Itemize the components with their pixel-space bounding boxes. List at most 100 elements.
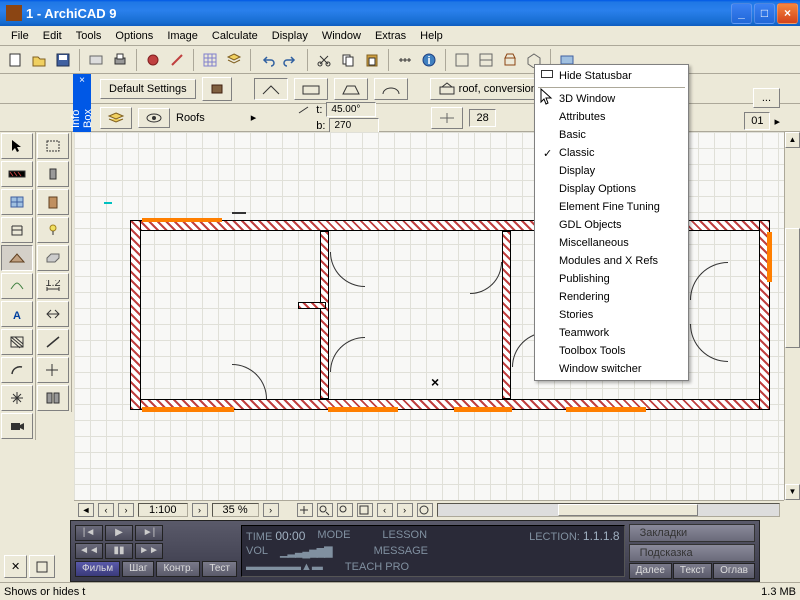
ctx-basic[interactable]: Basic [537, 126, 686, 144]
window-tool[interactable] [1, 189, 33, 215]
hotspot-tool[interactable] [1, 385, 33, 411]
tool2-icon[interactable] [166, 49, 188, 71]
wall-int-2[interactable] [502, 231, 511, 399]
zoom-tool-2[interactable] [317, 503, 333, 517]
scale-ratio[interactable]: 1:100 [138, 503, 188, 517]
zoom-tool-5[interactable]: ‹ [377, 503, 393, 517]
mesh-tool[interactable] [1, 273, 33, 299]
cut-icon[interactable] [313, 49, 335, 71]
menu-calculate[interactable]: Calculate [205, 28, 265, 44]
ctx-attributes[interactable]: Attributes [537, 108, 686, 126]
column-tool[interactable] [37, 161, 69, 187]
ctx-stories[interactable]: Stories [537, 306, 686, 324]
media-oglav[interactable]: Оглав [713, 563, 755, 579]
menu-tools[interactable]: Tools [69, 28, 109, 44]
media-hint[interactable]: Подсказка [629, 544, 755, 562]
scroll-down[interactable]: ▼ [785, 484, 800, 500]
arc-tool[interactable] [1, 357, 33, 383]
media-step[interactable]: Шаг [122, 561, 154, 577]
undo-icon[interactable] [256, 49, 278, 71]
print-icon[interactable] [109, 49, 131, 71]
lamp-tool[interactable] [37, 217, 69, 243]
paste-icon[interactable] [361, 49, 383, 71]
zoom-tool-7[interactable] [417, 503, 433, 517]
ctx-modules-and-x-refs[interactable]: Modules and X Refs [537, 252, 686, 270]
marquee-tool[interactable] [37, 133, 69, 159]
roof-geo-4[interactable] [374, 78, 408, 100]
floor-icon[interactable] [431, 107, 463, 129]
zoom-tool-1[interactable] [297, 503, 313, 517]
fill-tool[interactable] [1, 329, 33, 355]
media-dalee[interactable]: Далее [629, 563, 672, 579]
ctx-hide-statusbar[interactable]: Hide Statusbar [537, 67, 686, 85]
nav-s2[interactable]: › [263, 503, 279, 517]
copy-icon[interactable] [337, 49, 359, 71]
ctx-rendering[interactable]: Rendering [537, 288, 686, 306]
view2-icon[interactable] [475, 49, 497, 71]
info-box-close[interactable]: × [73, 74, 91, 88]
zoom-level[interactable]: 35 % [212, 503, 259, 517]
maximize-button[interactable]: □ [754, 3, 775, 24]
arrow-tool[interactable] [1, 133, 33, 159]
view3-icon[interactable] [499, 49, 521, 71]
menu-help[interactable]: Help [413, 28, 450, 44]
wall-int-1[interactable] [320, 231, 329, 399]
info-icon[interactable]: i [418, 49, 440, 71]
ctx-publishing[interactable]: Publishing [537, 270, 686, 288]
ctx-3d-window[interactable]: 3D Window [537, 90, 686, 108]
measure-icon[interactable] [394, 49, 416, 71]
handle-1[interactable] [104, 202, 112, 204]
object-tool[interactable] [1, 217, 33, 243]
settings-icon-1[interactable] [202, 77, 232, 101]
media-bookmarks[interactable]: Закладки [629, 524, 755, 542]
ctx-teamwork[interactable]: Teamwork [537, 324, 686, 342]
zoom-tool-3[interactable] [337, 503, 353, 517]
ctx-gdl-objects[interactable]: GDL Objects [537, 216, 686, 234]
zoom-tool-6[interactable]: › [397, 503, 413, 517]
layer-icon[interactable] [223, 49, 245, 71]
ctx-window-switcher[interactable]: Window switcher [537, 360, 686, 378]
nav-prev[interactable]: ‹ [98, 503, 114, 517]
bl-btn-1[interactable]: ✕ [4, 555, 27, 578]
alpha-value[interactable]: 45.00° [326, 102, 376, 117]
menu-edit[interactable]: Edit [36, 28, 69, 44]
ctx-element-fine-tuning[interactable]: Element Fine Tuning [537, 198, 686, 216]
n01-field[interactable]: 01 [744, 112, 770, 130]
wall-left[interactable] [130, 220, 141, 410]
menu-display[interactable]: Display [265, 28, 315, 44]
media-test[interactable]: Тест [202, 561, 237, 577]
zoom-tool-4[interactable] [357, 503, 373, 517]
view1-icon[interactable] [451, 49, 473, 71]
ctx-display-options[interactable]: Display Options [537, 180, 686, 198]
text-tool[interactable]: A [1, 301, 33, 327]
eye-icon-btn[interactable] [138, 108, 170, 128]
dots-button[interactable]: ... [753, 88, 780, 108]
media-ff[interactable]: ►| [135, 525, 163, 541]
minimize-button[interactable]: _ [731, 3, 752, 24]
media-pause[interactable]: ▮▮ [105, 543, 133, 559]
n28-field[interactable]: 28 [469, 109, 495, 127]
roof-tool[interactable] [1, 245, 33, 271]
grid-icon[interactable] [199, 49, 221, 71]
scroll-up[interactable]: ▲ [785, 132, 800, 148]
close-button[interactable]: × [777, 3, 798, 24]
ctx-display[interactable]: Display [537, 162, 686, 180]
menu-extras[interactable]: Extras [368, 28, 413, 44]
menu-image[interactable]: Image [160, 28, 205, 44]
tool1-icon[interactable] [142, 49, 164, 71]
nav-next[interactable]: › [118, 503, 134, 517]
spline-tool[interactable] [37, 357, 69, 383]
media-prev[interactable]: ◄◄ [75, 543, 103, 559]
handle-2[interactable] [232, 212, 246, 214]
vertical-scrollbar[interactable]: ▲ ▼ [784, 132, 800, 500]
bl-btn-2[interactable] [29, 555, 55, 578]
ctx-classic[interactable]: Classic [537, 144, 686, 162]
plot-icon[interactable] [85, 49, 107, 71]
roof-geo-3[interactable] [334, 78, 368, 100]
ctx-toolbox-tools[interactable]: Toolbox Tools [537, 342, 686, 360]
media-next[interactable]: ►► [135, 543, 163, 559]
door-tool[interactable] [37, 189, 69, 215]
roof-geo-2[interactable] [294, 78, 328, 100]
roof-conversion-dropdown[interactable]: roof, conversion [430, 78, 546, 100]
redo-icon[interactable] [280, 49, 302, 71]
